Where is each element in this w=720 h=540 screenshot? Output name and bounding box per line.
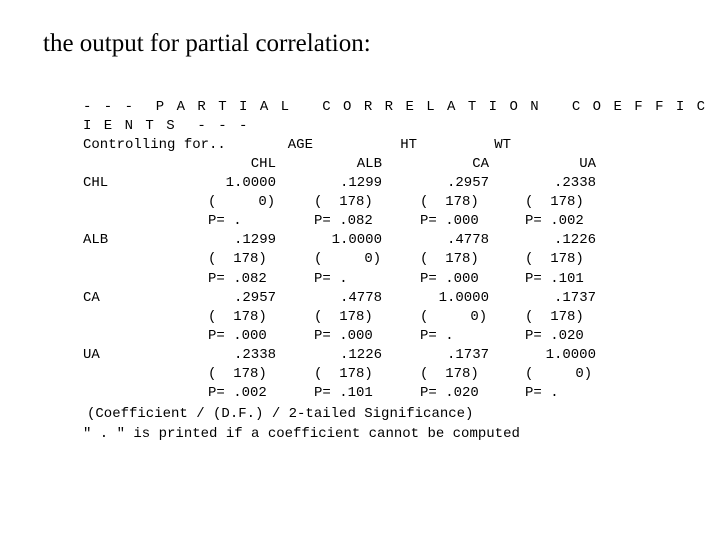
p-value-cell: P= . <box>208 213 242 230</box>
p-value-cell: P= .000 <box>208 327 267 344</box>
coefficient-cell: .2338 <box>233 346 276 363</box>
p-value-cell: P= .020 <box>420 385 479 402</box>
matrix-df-row: ( 178) ( 178) ( 178) ( 0) <box>83 365 720 384</box>
matrix-coef-row: CHL 1.0000 .1299 .2957 .2338 <box>83 174 720 193</box>
column-header: ALB <box>356 156 382 172</box>
row-label: CHL <box>83 175 109 191</box>
coefficient-cell: .2957 <box>446 175 489 191</box>
coefficient-cell: .1226 <box>339 346 382 363</box>
df-cell: ( 178) <box>420 251 479 268</box>
df-cell: ( 0) <box>208 194 276 211</box>
row-label: CA <box>83 289 100 306</box>
df-cell: ( 178) <box>314 194 373 211</box>
matrix-coef-row: ALB .1299 1.0000 .4778 .1226 <box>83 231 720 250</box>
row-label: UA <box>83 346 100 363</box>
p-value-cell: P= .082 <box>208 270 267 287</box>
coefficient-cell: .1299 <box>233 232 276 249</box>
df-cell: ( 0) <box>525 366 593 382</box>
controlling-variable: HT <box>400 137 417 153</box>
p-value-cell: P= .000 <box>420 270 479 287</box>
df-cell: ( 178) <box>525 308 584 325</box>
df-cell: ( 178) <box>208 366 267 382</box>
df-cell: ( 178) <box>420 194 479 211</box>
coefficient-cell: .1737 <box>553 289 596 306</box>
p-value-cell: P= . <box>314 270 348 287</box>
coefficient-cell: 1.0000 <box>438 289 489 306</box>
p-value-cell: P= .002 <box>525 213 584 230</box>
coefficient-cell: .1226 <box>553 232 596 249</box>
p-value-cell: P= . <box>525 385 559 402</box>
coefficient-cell: .1737 <box>446 346 489 363</box>
column-header: CA <box>472 156 489 172</box>
df-cell: ( 178) <box>420 366 479 382</box>
coefficient-cell: .4778 <box>446 232 489 249</box>
column-header: UA <box>579 156 596 172</box>
p-value-cell: P= .000 <box>314 327 373 344</box>
controlling-variable: WT <box>494 137 511 153</box>
coefficient-cell: .2338 <box>553 175 596 191</box>
controlling-label: Controlling for.. <box>83 137 226 153</box>
df-cell: ( 178) <box>525 251 584 268</box>
p-value-cell: P= .020 <box>525 327 584 344</box>
matrix-df-row: ( 0) ( 178) ( 178) ( 178) <box>83 193 720 212</box>
controlling-row: Controlling for.. AGE HT WT <box>83 136 720 155</box>
df-cell: ( 178) <box>314 366 373 382</box>
df-cell: ( 0) <box>314 251 382 268</box>
p-value-cell: P= .000 <box>420 213 479 230</box>
p-value-cell: P= . <box>420 327 454 344</box>
df-cell: ( 178) <box>208 308 267 325</box>
p-value-cell: P= .082 <box>314 213 373 230</box>
matrix-df-row: ( 178) ( 178) ( 0) ( 178) <box>83 308 720 327</box>
coefficient-cell: .2957 <box>233 289 276 306</box>
p-value-cell: P= .101 <box>314 385 373 402</box>
df-cell: ( 178) <box>314 308 373 325</box>
coefficient-cell: 1.0000 <box>225 175 276 191</box>
coefficient-cell: 1.0000 <box>545 346 596 363</box>
matrix-p-row: P= .002 P= .101 P= .020 P= . <box>83 384 720 403</box>
banner-line-1: - - - P A R T I A L C O R R E L A T I O … <box>83 99 708 115</box>
df-cell: ( 0) <box>420 308 488 325</box>
footer-legend: (Coefficient / (D.F.) / 2-tailed Signifi… <box>87 406 474 422</box>
footer-note: " . " is printed if a coefficient cannot… <box>83 426 520 442</box>
page-heading: the output for partial correlation: <box>43 30 371 57</box>
df-cell: ( 178) <box>208 251 267 268</box>
row-label: ALB <box>83 232 109 249</box>
controlling-variable: AGE <box>287 137 313 153</box>
matrix-coef-row: CA .2957 .4778 1.0000 .1737 <box>83 289 720 308</box>
column-header-row: CHL ALB CA UA <box>83 155 720 174</box>
coefficient-cell: .1299 <box>339 175 382 191</box>
df-cell: ( 178) <box>525 194 584 211</box>
coefficient-cell: 1.0000 <box>331 232 382 249</box>
p-value-cell: P= .101 <box>525 270 584 287</box>
banner-line-2: I E N T S - - - <box>83 118 250 134</box>
spss-output-block: - - - P A R T I A L C O R R E L A T I O … <box>83 98 705 448</box>
matrix-coef-row: UA .2338 .1226 .1737 1.0000 <box>83 346 720 365</box>
matrix-df-row: ( 178) ( 0) ( 178) ( 178) <box>83 250 720 269</box>
coefficient-cell: .4778 <box>339 289 382 306</box>
column-header: CHL <box>250 156 276 172</box>
p-value-cell: P= .002 <box>208 385 267 402</box>
matrix-p-row: P= . P= .082 P= .000 P= .002 <box>83 212 720 231</box>
matrix-p-row: P= .000 P= .000 P= . P= .020 <box>83 327 720 346</box>
correlation-matrix: CHL 1.0000.1299.2957.2338( 0)( 178)( 178)… <box>83 174 720 404</box>
matrix-p-row: P= .082 P= . P= .000 P= .101 <box>83 270 720 289</box>
